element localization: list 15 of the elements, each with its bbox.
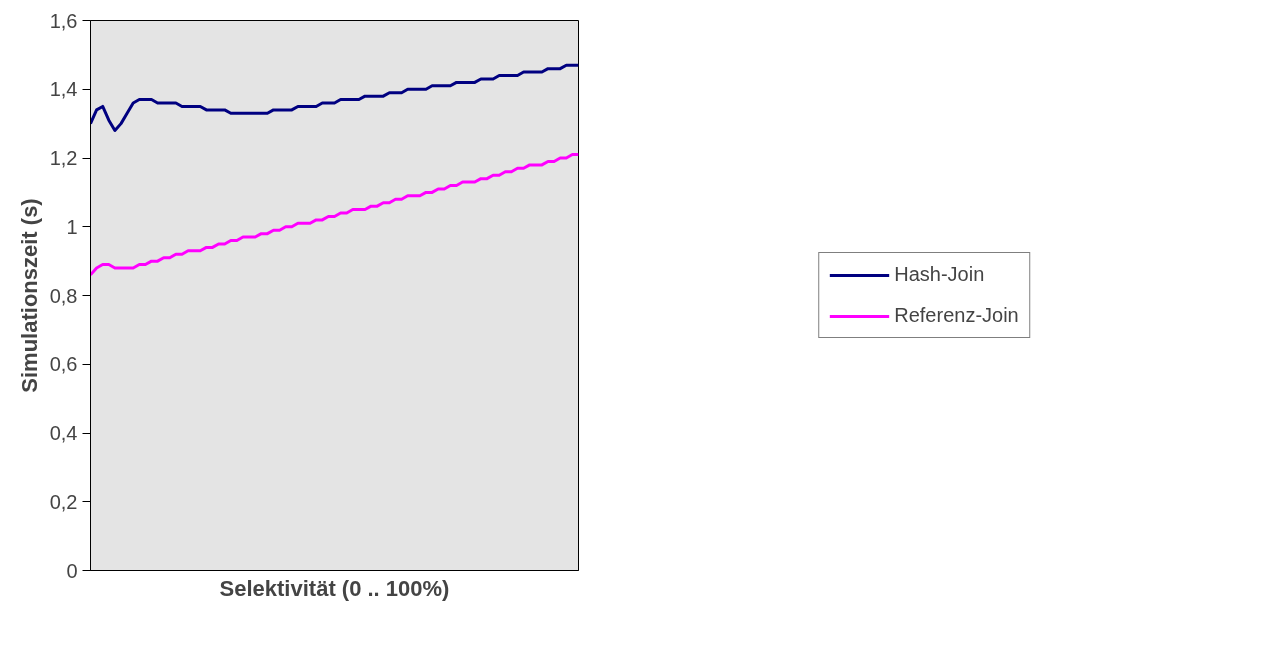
y-tick-label: 0 bbox=[66, 559, 78, 582]
x-axis-title: Selektivität (0 .. 100%) bbox=[219, 575, 450, 601]
y-tick-label: 1 bbox=[66, 215, 78, 238]
legend-label: Referenz-Join bbox=[894, 304, 1019, 327]
y-tick-label: 1,4 bbox=[49, 78, 78, 101]
y-tick-label: 0,8 bbox=[49, 284, 78, 307]
y-tick-label: 1,2 bbox=[49, 147, 78, 169]
y-tick-label: 0,2 bbox=[49, 490, 78, 513]
line-series bbox=[90, 153, 579, 277]
y-axis-title: Simulationszeit (s) bbox=[16, 198, 42, 393]
y-tick-label: 0,4 bbox=[49, 422, 78, 444]
y-tick-label: 0,6 bbox=[49, 353, 78, 376]
legend-label: Hash-Join bbox=[894, 263, 985, 286]
y-tick-label: 1,6 bbox=[49, 9, 78, 32]
line-series bbox=[90, 63, 579, 132]
